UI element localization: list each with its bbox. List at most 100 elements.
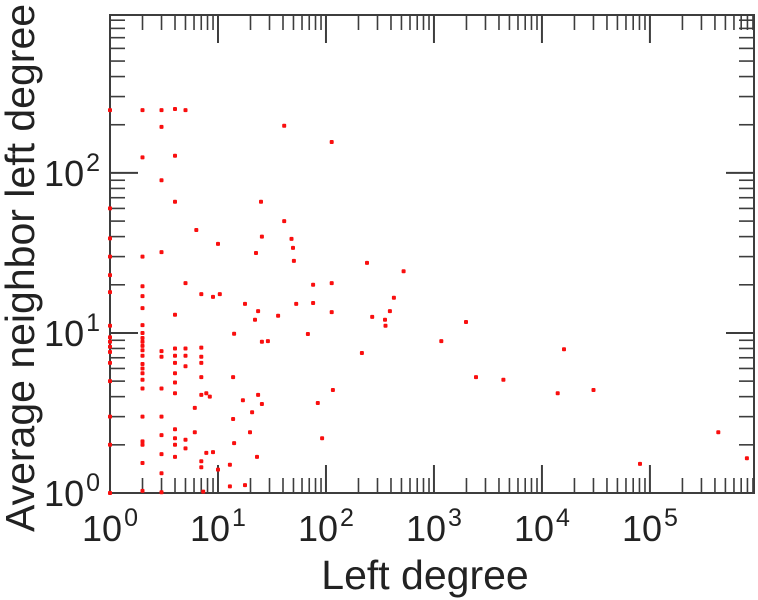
data-point: [140, 108, 145, 113]
data-point: [383, 323, 388, 328]
data-point: [192, 430, 197, 435]
data-point: [359, 351, 364, 355]
y-tick-label-2: 102: [44, 149, 100, 194]
data-point: [329, 310, 334, 315]
data-point: [159, 433, 164, 438]
data-point: [216, 467, 220, 472]
data-point: [391, 295, 396, 300]
data-point: [211, 450, 215, 455]
data-point: [259, 234, 264, 239]
plot-frame: [109, 14, 755, 494]
data-point: [159, 124, 164, 129]
data-point: [140, 343, 145, 348]
data-point: [108, 323, 112, 328]
data-point: [387, 309, 392, 314]
x-tick-label-4: 104: [514, 504, 570, 549]
data-point: [159, 452, 164, 457]
data-point: [140, 331, 145, 335]
data-point: [108, 414, 112, 419]
x-tick-label-2: 102: [298, 504, 354, 549]
data-point: [173, 353, 177, 358]
data-point: [108, 273, 112, 278]
data-point: [183, 108, 188, 113]
data-point: [199, 375, 204, 380]
data-point: [291, 245, 295, 250]
data-point: [199, 392, 204, 397]
data-point: [232, 441, 237, 446]
data-point: [140, 414, 145, 419]
data-point: [253, 317, 257, 322]
data-point: [243, 483, 247, 488]
data-point: [173, 391, 177, 396]
data-point: [199, 459, 204, 464]
data-point: [320, 436, 325, 441]
data-point: [140, 442, 145, 447]
data-point: [140, 366, 145, 371]
x-tick-label-1: 101: [190, 504, 246, 549]
data-point: [294, 301, 299, 306]
data-point: [108, 442, 112, 447]
data-point: [201, 489, 206, 494]
data-point: [140, 371, 145, 376]
data-point: [255, 454, 259, 459]
data-point: [330, 388, 335, 392]
data-point: [231, 375, 236, 380]
data-point: [282, 219, 287, 224]
data-point: [240, 398, 245, 403]
data-point: [248, 430, 252, 435]
data-point: [370, 314, 375, 319]
data-point: [173, 442, 177, 447]
data-point: [140, 336, 145, 340]
data-point: [108, 379, 112, 384]
data-point: [365, 260, 369, 265]
data-point: [159, 108, 164, 113]
data-point: [315, 401, 320, 405]
data-point: [276, 313, 281, 318]
data-point: [259, 199, 263, 204]
data-point: [108, 360, 112, 365]
data-point: [199, 354, 204, 359]
data-point: [173, 436, 177, 441]
data-point: [140, 294, 145, 299]
data-point: [173, 454, 177, 459]
data-point: [159, 250, 164, 255]
x-tick-label-5: 105: [622, 504, 678, 549]
data-point: [227, 462, 232, 467]
data-point: [250, 410, 255, 415]
data-point: [216, 241, 220, 246]
data-point: [439, 339, 444, 344]
data-point: [140, 323, 145, 328]
data-point: [140, 439, 145, 444]
data-point: [140, 306, 145, 311]
data-point: [474, 375, 478, 380]
data-point: [305, 332, 310, 336]
data-point: [401, 269, 406, 274]
data-point: [173, 346, 177, 351]
data-point: [108, 335, 112, 340]
data-point: [555, 391, 560, 396]
data-point: [183, 364, 188, 369]
y-axis-title: Average neighbor left degree: [0, 4, 43, 532]
data-point: [159, 414, 164, 419]
data-point: [464, 320, 468, 324]
data-point: [159, 178, 164, 183]
data-point: [232, 331, 237, 336]
data-point: [211, 294, 215, 299]
data-point: [289, 236, 294, 241]
data-point: [159, 490, 164, 495]
data-point: [199, 345, 204, 350]
x-tick-label-0: 100: [82, 504, 138, 549]
data-point: [140, 362, 145, 366]
x-tick-label-3: 103: [406, 504, 462, 549]
data-point: [173, 153, 177, 158]
data-point: [199, 465, 204, 470]
data-point: [329, 281, 334, 286]
y-tick-label-1: 101: [44, 309, 100, 354]
data-point: [194, 228, 199, 232]
data-point: [217, 292, 222, 297]
data-point: [108, 206, 112, 211]
x-axis-title: Left degree: [321, 552, 528, 598]
data-point: [282, 123, 287, 128]
data-point: [265, 339, 270, 344]
